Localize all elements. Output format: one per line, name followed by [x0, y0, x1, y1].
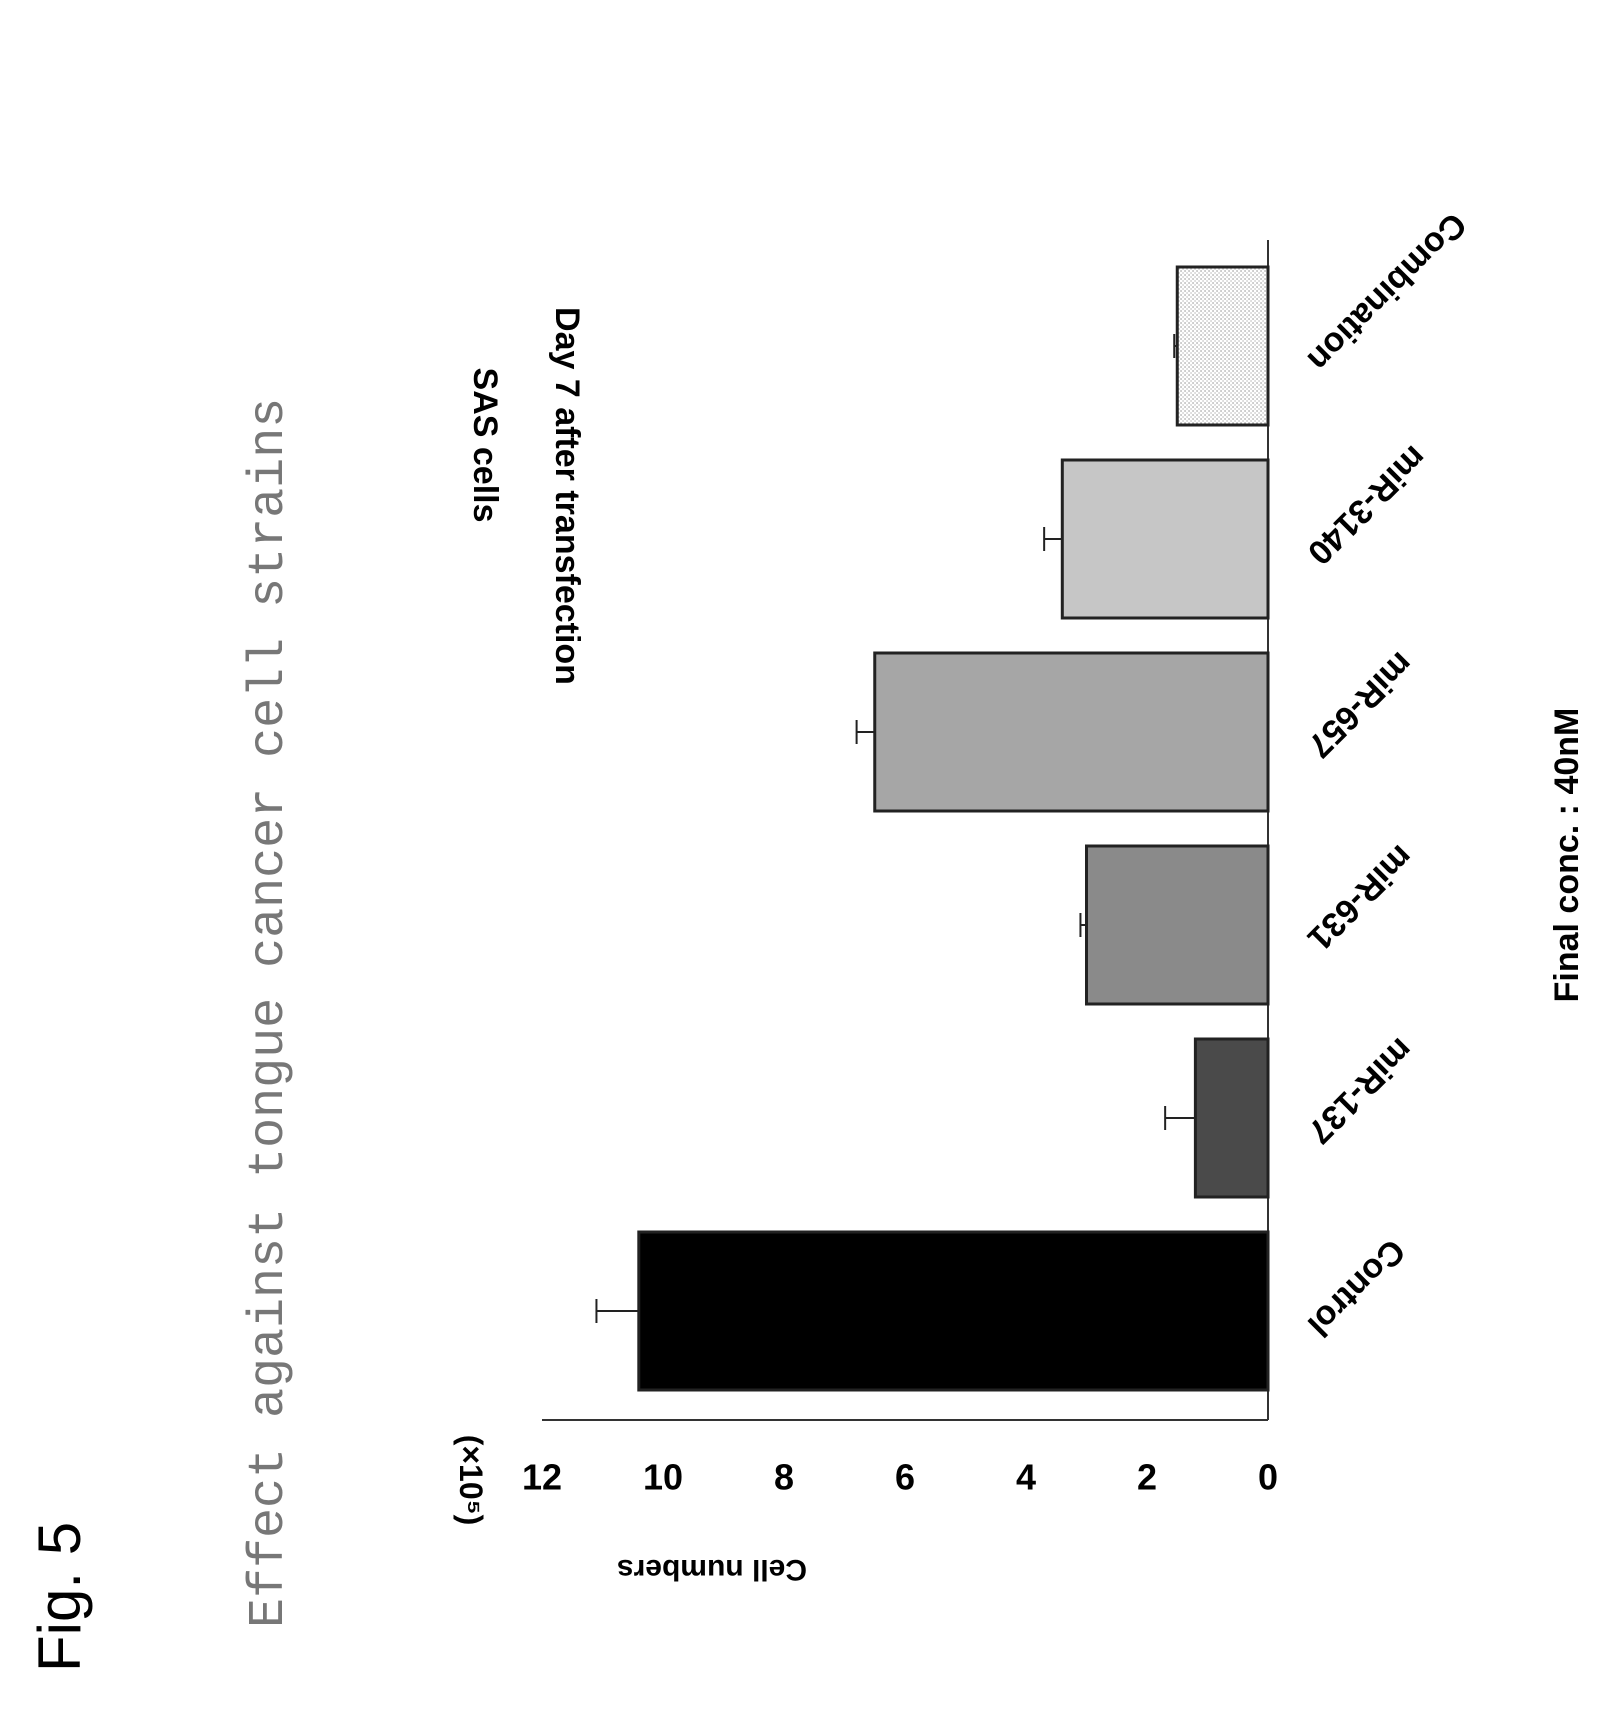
error-bar-combination	[1173, 334, 1178, 358]
y-axis-label: Cell numbers	[617, 1553, 807, 1586]
x-tick-label: miR-631	[1300, 837, 1420, 957]
bar-mir-137	[1193, 1037, 1270, 1199]
x-tick-label: miR-3140	[1300, 438, 1434, 572]
bar-mir-3140	[1060, 458, 1270, 620]
chart-title: SAS cells	[466, 368, 504, 523]
y-tick-label: 8	[774, 1457, 794, 1498]
y-tick-label: 12	[522, 1457, 562, 1498]
error-bar-mir-3140	[1043, 527, 1063, 551]
y-tick-label: 10	[643, 1457, 683, 1498]
figure-label: Fig. 5	[26, 1522, 93, 1672]
x-tick-label: miR-137	[1300, 1030, 1420, 1150]
plot-area: 0 2 4 6 8 10 12 Control miR-137 miR-631 miR-657 mi…	[522, 205, 1474, 1497]
figure-title: Effect against tongue cancer cell strain…	[241, 398, 298, 1628]
bar-combination	[1175, 265, 1270, 427]
x-tick-label: miR-657	[1300, 644, 1420, 764]
bar-control	[637, 1230, 1270, 1392]
y-tick-label: 0	[1258, 1457, 1278, 1498]
chart-subtitle: Day 7 after transfection	[548, 307, 586, 685]
bar-mir-631	[1085, 844, 1270, 1006]
x-tick-label: Control	[1300, 1232, 1412, 1344]
y-tick-label: 2	[1137, 1457, 1157, 1498]
error-bar-mir-657	[855, 720, 875, 744]
error-bar-control	[595, 1299, 639, 1323]
error-bar-mir-137	[1164, 1106, 1196, 1130]
error-bar-mir-631	[1079, 913, 1087, 937]
y-tick-label: 4	[1016, 1457, 1036, 1498]
x-tick-label: Combination	[1300, 205, 1474, 379]
y-axis-unit: (×10⁵)	[453, 1435, 489, 1526]
bar-mir-657	[873, 651, 1270, 813]
concentration-note: Final conc. : 40nM	[1548, 708, 1586, 1003]
y-tick-label: 6	[895, 1457, 915, 1498]
